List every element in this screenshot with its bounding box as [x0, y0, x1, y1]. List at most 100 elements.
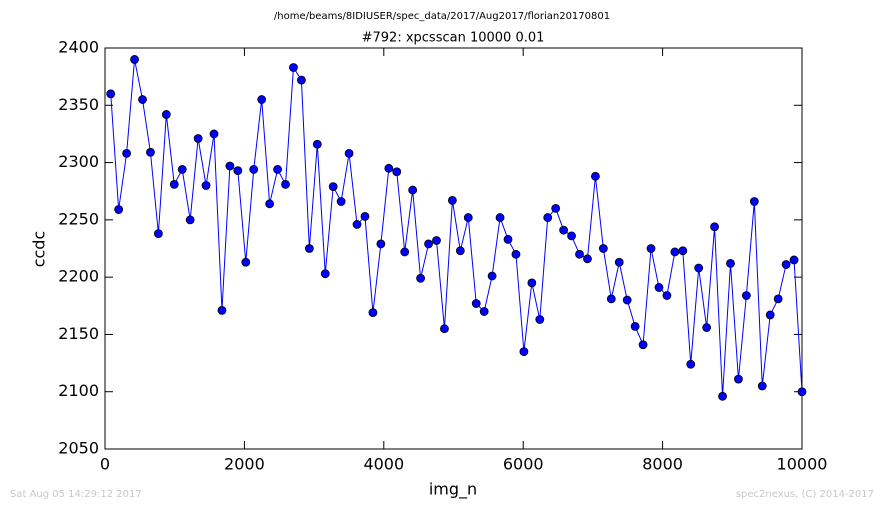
data-point: [193, 134, 203, 143]
data-point: [479, 307, 489, 316]
data-point: [678, 246, 688, 256]
data-point: [519, 347, 529, 357]
data-point: [583, 254, 592, 264]
data-point: [543, 213, 553, 222]
data-point: [376, 239, 386, 249]
plot-frame: [104, 47, 803, 450]
x-tick-label: 0: [100, 455, 110, 474]
data-point: [153, 229, 163, 239]
data-point: [495, 213, 505, 222]
data-point: [177, 165, 187, 174]
data-point: [209, 129, 219, 139]
data-point: [146, 147, 155, 157]
x-axis-label: img_n: [429, 480, 477, 500]
data-point: [638, 340, 648, 350]
suptitle: /home/beams/8IDIUSER/spec_data/2017/Aug2…: [274, 11, 610, 22]
data-point: [606, 294, 616, 304]
data-point: [463, 213, 473, 222]
x-tick-label: 8000: [642, 455, 683, 474]
data-point: [416, 273, 426, 283]
x-tick-label: 10000: [777, 455, 828, 474]
data-line: [110, 59, 803, 397]
data-point: [734, 374, 743, 384]
data-point: [138, 95, 147, 104]
data-point: [749, 197, 759, 206]
data-point: [297, 75, 306, 85]
data-point: [598, 244, 608, 253]
x-tick-label: 6000: [503, 455, 544, 474]
data-point: [710, 222, 719, 232]
data-point: [559, 225, 569, 235]
x-tick-label: 2000: [224, 455, 265, 474]
y-tick-label: 2250: [58, 209, 99, 228]
data-point: [503, 234, 513, 244]
data-point: [233, 166, 243, 175]
y-tick-label: 2100: [58, 381, 99, 400]
data-point: [670, 247, 680, 257]
data-point: [241, 257, 251, 267]
data-point: [114, 205, 124, 214]
data-point: [487, 271, 497, 281]
data-point: [336, 197, 346, 206]
data-point: [662, 291, 672, 300]
y-tick-label: 2050: [58, 439, 99, 458]
data-point: [567, 231, 576, 241]
y-tick-label: 2350: [58, 95, 99, 114]
data-point: [360, 212, 370, 221]
data-point: [455, 246, 465, 256]
data-point: [384, 163, 394, 173]
data-point: [289, 63, 298, 72]
data-point: [471, 299, 481, 308]
data-point: [630, 322, 640, 331]
data-point: [312, 139, 322, 149]
data-point: [281, 179, 290, 189]
data-point: [400, 247, 410, 257]
data-point: [718, 391, 727, 401]
data-point: [408, 185, 418, 195]
data-point: [130, 55, 139, 64]
data-point: [654, 283, 664, 292]
data-point: [694, 263, 704, 273]
data-point: [368, 308, 378, 318]
data-point: [741, 291, 751, 300]
data-point: [392, 167, 402, 177]
data-point: [535, 315, 545, 324]
y-tick-label: 2150: [58, 324, 99, 343]
data-point: [185, 215, 195, 225]
data-point: [551, 203, 561, 213]
data-point: [440, 324, 449, 334]
data-point: [702, 323, 712, 332]
data-point: [757, 381, 767, 391]
data-point: [328, 182, 338, 192]
data-point: [265, 199, 275, 209]
footer-right: spec2nexus, (C) 2014-2017: [736, 489, 874, 500]
data-point: [217, 305, 227, 315]
y-axis-label: ccdc: [30, 231, 49, 268]
footer-left: Sat Aug 05 14:29:12 2017: [10, 489, 142, 500]
data-point: [424, 239, 433, 249]
data-point: [622, 295, 632, 305]
data-point: [273, 165, 282, 174]
data-point: [773, 294, 783, 304]
chart-title: #792: xpcsscan 10000 0.01: [362, 31, 545, 46]
data-point: [686, 359, 696, 369]
data-point: [789, 255, 799, 265]
data-point: [614, 257, 624, 267]
data-point: [320, 269, 330, 279]
data-point: [447, 195, 457, 205]
x-tick-label: 4000: [363, 455, 404, 474]
data-point: [106, 89, 116, 99]
y-tick-label: 2400: [58, 38, 99, 57]
data-point: [169, 179, 179, 189]
data-point: [575, 249, 584, 259]
data-point: [201, 181, 211, 190]
data-point: [344, 149, 354, 158]
data-point: [591, 171, 600, 181]
data-point: [122, 149, 132, 158]
y-tick-label: 2300: [58, 152, 99, 171]
data-point: [352, 220, 362, 229]
data-point: [765, 310, 775, 320]
data-point: [781, 260, 791, 269]
data-point: [249, 165, 259, 174]
